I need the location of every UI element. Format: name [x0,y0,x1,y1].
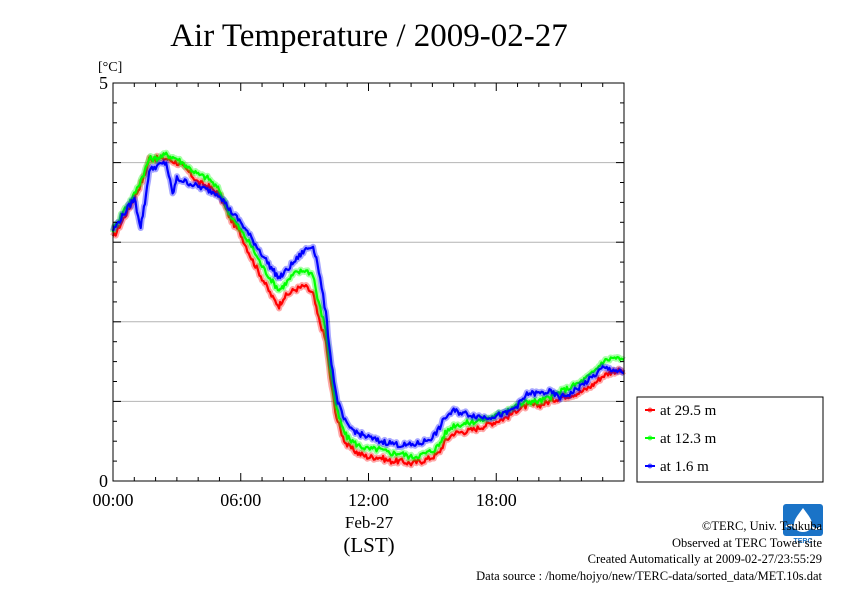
logo-text: TERC [793,538,812,545]
terc-logo: TERC [783,504,823,545]
legend-label: at 12.3 m [660,431,717,447]
copyright-text: ©TERC, Univ. Tsukuba [701,519,822,533]
series-line [111,160,625,449]
water-drop-icon [794,508,812,532]
legend-box [636,396,824,483]
grid [113,162,624,402]
series-halo [110,149,626,462]
series-line [112,154,625,467]
wave-icon [785,524,822,530]
series-layer [110,149,627,469]
legend: at 29.5 m at 12.3 m at 1.6 m [636,396,824,483]
plot-frame [112,82,625,482]
source-text: Data source : /home/hojyo/new/TERC-data/… [476,568,822,583]
legend-marker [647,407,653,413]
x-tick-label: 06:00 [220,490,261,510]
y-tick-label: 0 [99,471,108,491]
observed-text: Observed at TERC Tower site [671,535,822,550]
x-tick-label: 18:00 [476,490,517,510]
date-label: Feb-27 [345,513,394,532]
chart-title: Air Temperature / 2009-02-27 [170,18,568,54]
legend-label: at 29.5 m [660,403,717,419]
series-halo [110,152,627,469]
x-axis-label: (LST) [343,533,394,557]
y-tick-label: 5 [99,73,108,93]
legend-label: at 1.6 m [660,459,709,475]
credits-block: ©TERC, Univ. Tsukuba Observed at TERC To… [402,518,822,584]
x-tick-label: 12:00 [348,490,389,510]
y-axis-label: [°C] [98,60,122,75]
legend-marker [647,463,653,469]
axes: 0 5 00:00 06:00 12:00 18:00 [92,73,625,510]
x-tick-label: 00:00 [92,490,133,510]
series-line [111,151,625,460]
created-text: Created Automatically at 2009-02-27/23:5… [587,552,822,566]
legend-marker [647,435,653,441]
